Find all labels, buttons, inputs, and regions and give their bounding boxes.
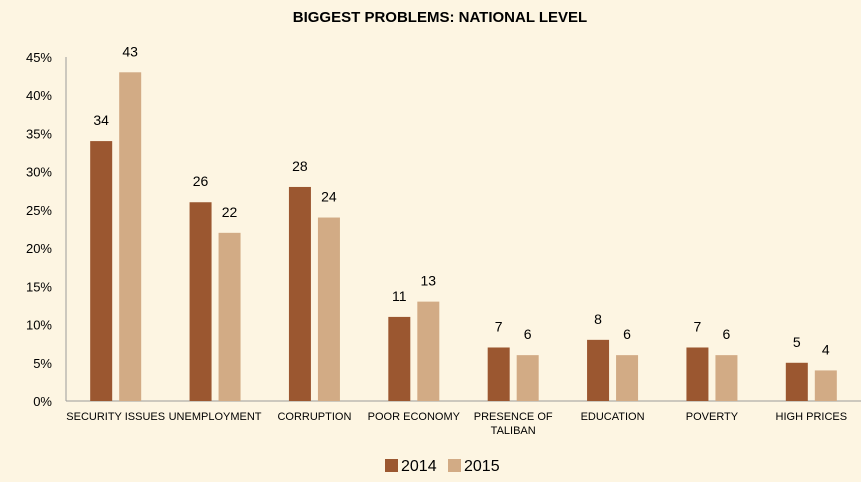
bar-2014	[388, 316, 411, 401]
x-tick-label: EDUCATION	[581, 411, 645, 423]
legend: 2014 2015	[385, 458, 500, 475]
y-tick-label: 20%	[26, 241, 52, 256]
bar-2015	[516, 355, 539, 401]
data-label: 22	[222, 204, 238, 220]
data-label: 7	[495, 318, 503, 334]
data-label: 7	[694, 318, 702, 334]
y-tick-label: 0%	[33, 394, 52, 409]
y-tick-label: 10%	[26, 318, 52, 333]
data-label: 8	[594, 311, 602, 327]
chart-title: BIGGEST PROBLEMS: NATIONAL LEVEL	[293, 9, 587, 26]
y-axis: 0% 5% 10% 15% 20% 25% 30% 35% 40% 45%	[26, 50, 67, 409]
data-label: 28	[292, 158, 308, 174]
data-labels: 34 26 28 11 7 8 7 5 43 22 24 13 6 6 6 4	[93, 43, 830, 357]
data-label: 43	[122, 43, 138, 59]
legend-label: 2014	[401, 458, 437, 475]
data-label: 5	[793, 334, 801, 350]
bar-2015	[814, 370, 837, 401]
x-axis: SECURITY ISSUES UNEMPLOYMENT CORRUPTION POO…	[66, 400, 861, 437]
bar-2015	[317, 217, 340, 401]
data-label: 6	[723, 326, 731, 342]
bar-2015	[715, 355, 738, 401]
bar-2014	[785, 362, 808, 401]
x-tick-label: PRESENCE OF TALIBAN	[474, 411, 553, 437]
bar-2015	[417, 301, 440, 401]
bar-2014	[90, 141, 113, 402]
x-tick-label: SECURITY ISSUES	[66, 411, 165, 423]
data-label: 4	[822, 341, 830, 357]
y-tick-label: 30%	[26, 165, 52, 180]
bar-2014	[487, 347, 510, 401]
x-tick-label: CORRUPTION	[277, 411, 351, 423]
x-tick-label: HIGH PRICES	[776, 411, 848, 423]
legend-label: 2015	[464, 458, 500, 475]
y-tick-label: 35%	[26, 126, 52, 141]
data-label: 11	[392, 288, 407, 304]
legend-swatch	[448, 459, 461, 472]
y-tick-label: 40%	[26, 88, 52, 103]
bar-2014	[587, 339, 610, 401]
data-label: 13	[421, 273, 437, 289]
bar-2015	[218, 232, 241, 401]
y-tick-label: 15%	[26, 279, 52, 294]
x-tick-label: UNEMPLOYMENT	[169, 411, 262, 423]
x-tick-label: POVERTY	[686, 411, 739, 423]
data-label: 26	[193, 173, 209, 189]
data-label: 34	[93, 112, 109, 128]
data-label: 6	[623, 326, 631, 342]
bar-2015	[119, 72, 142, 402]
data-label: 6	[524, 326, 532, 342]
legend-swatch	[385, 459, 398, 472]
bar-2014	[189, 202, 212, 401]
bar-2014	[288, 186, 311, 401]
y-tick-label: 5%	[33, 356, 52, 371]
y-tick-label: 45%	[26, 50, 52, 65]
bar-2014	[686, 347, 709, 401]
bars	[90, 72, 837, 402]
y-tick-label: 25%	[26, 203, 52, 218]
bar-2015	[616, 355, 639, 401]
data-label: 24	[321, 189, 337, 205]
x-tick-label: POOR ECONOMY	[368, 411, 461, 423]
